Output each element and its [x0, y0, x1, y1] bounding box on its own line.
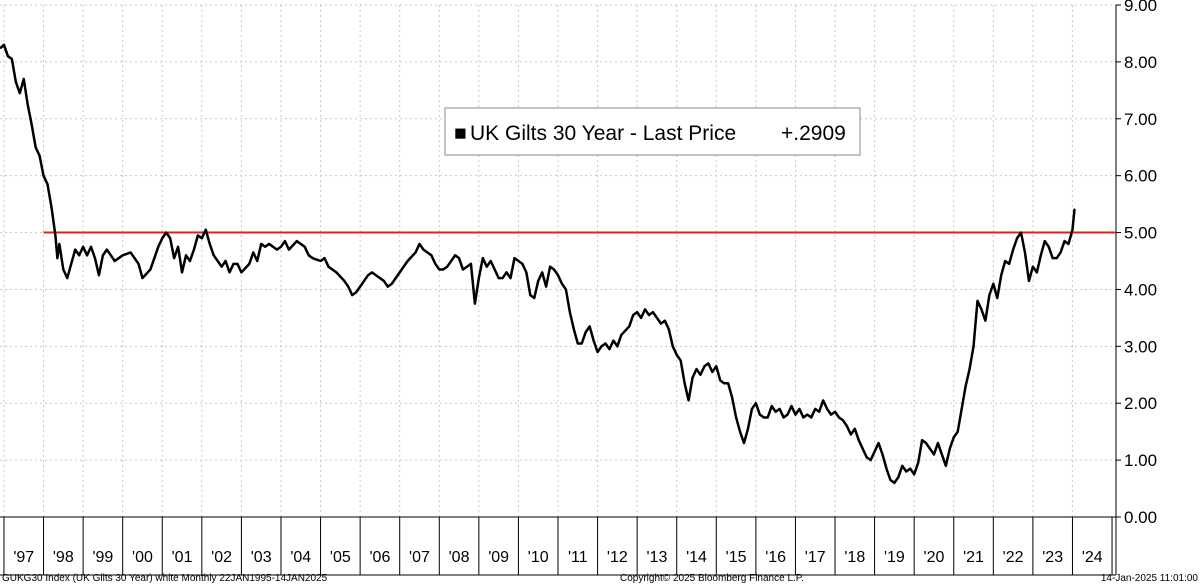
series-line-uk-gilts-30y [0, 43, 1076, 485]
x-tick-label: '99 [92, 549, 113, 566]
y-tick-label: 6.00 [1124, 167, 1157, 186]
legend-box [444, 107, 861, 156]
x-tick-label: '09 [488, 549, 509, 566]
footer-copyright: Copyright© 2025 Bloomberg Finance L.P. [620, 573, 804, 584]
x-tick-label: '07 [409, 549, 430, 566]
x-tick-label: '04 [290, 549, 311, 566]
x-tick-label: '21 [963, 549, 984, 566]
axes [0, 4, 1121, 576]
x-tick-label: '08 [449, 549, 470, 566]
x-tick-label: '13 [647, 549, 668, 566]
x-tick-label: '18 [844, 549, 865, 566]
grid [0, 4, 1116, 517]
x-tick-label: '02 [211, 549, 232, 566]
y-tick-label: 2.00 [1124, 394, 1157, 413]
x-tick-label: '97 [13, 549, 34, 566]
y-tick-label: 4.00 [1124, 280, 1157, 299]
y-tick-label: 0.00 [1124, 508, 1157, 527]
y-tick-label: 5.00 [1124, 224, 1157, 243]
x-tick-label: '15 [726, 549, 747, 566]
legend: ■ UK Gilts 30 Year - Last Price +.2909 [444, 107, 861, 156]
x-tick-label: '22 [1003, 549, 1024, 566]
x-tick-label: '03 [251, 549, 272, 566]
legend-marker: ■ [454, 122, 467, 145]
x-tick-label: '01 [172, 549, 193, 566]
y-tick-label: 8.00 [1124, 53, 1157, 72]
x-tick-label: '11 [568, 549, 588, 566]
x-tick-label: '20 [924, 549, 945, 566]
x-tick-label: '14 [686, 549, 707, 566]
x-tick-label: '19 [884, 549, 905, 566]
y-tick-label: 9.00 [1124, 0, 1157, 15]
x-tick-label: '12 [607, 549, 628, 566]
x-tick-label: '10 [528, 549, 549, 566]
x-axis-tick-labels: '97 '98 '99 '00 '01 '02 '03 '04 '05 '06 '07 '08 '09 '… [13, 549, 1102, 566]
footer-index-description: GUKG30 Index (UK Gilts 30 Year) white Mo… [2, 573, 328, 584]
y-axis-tick-labels: 0.00 1.00 2.00 3.00 4.00 5.00 6.00 7.00 8.00 9.00 [1124, 0, 1157, 527]
series-group [0, 43, 1076, 485]
legend-label: UK Gilts 30 Year - Last Price [470, 122, 736, 145]
x-tick-label: '24 [1082, 549, 1103, 566]
legend-last-value: +.2909 [781, 122, 846, 145]
x-tick-label: '98 [53, 549, 74, 566]
footer-timestamp: 14-Jan-2025 11:01:00 [1101, 573, 1199, 584]
footer: GUKG30 Index (UK Gilts 30 Year) white Mo… [2, 573, 1198, 584]
x-tick-label: '16 [765, 549, 786, 566]
x-tick-label: '23 [1042, 549, 1063, 566]
y-tick-label: 3.00 [1124, 337, 1157, 356]
x-tick-label: '17 [805, 549, 826, 566]
x-tick-label: '00 [132, 549, 153, 566]
y-tick-label: 1.00 [1124, 451, 1157, 470]
y-tick-label: 7.00 [1124, 110, 1157, 129]
x-tick-label: '06 [369, 549, 390, 566]
x-tick-label: '05 [330, 549, 351, 566]
